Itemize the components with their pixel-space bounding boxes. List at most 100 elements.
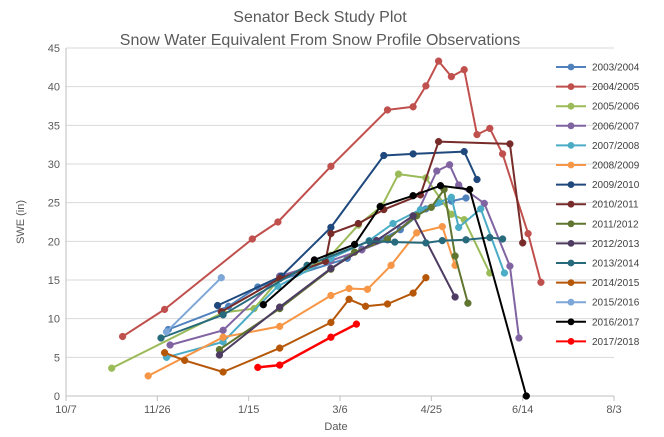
data-point	[345, 284, 353, 293]
series-2016-2017	[259, 182, 530, 400]
data-point	[160, 349, 169, 357]
y-tick-label: 15	[48, 275, 60, 287]
data-point	[537, 278, 545, 286]
legend-item: 2008/2009	[556, 161, 640, 172]
legend-label: 2010/2011	[592, 200, 639, 211]
data-point	[345, 295, 353, 303]
series-line	[160, 236, 503, 339]
legend-label: 2016/2017	[592, 317, 640, 328]
data-point	[327, 333, 335, 341]
data-point	[451, 252, 459, 260]
data-point	[438, 236, 446, 245]
legend-marker	[567, 279, 575, 286]
series-line	[220, 140, 524, 313]
y-tick-label: 30	[48, 159, 60, 171]
legend-marker	[567, 102, 575, 110]
data-point	[462, 236, 470, 244]
legend-item: 2016/2017	[556, 317, 640, 328]
data-point	[409, 289, 417, 297]
data-point	[354, 219, 362, 228]
legend-item: 2017/2018	[556, 337, 640, 348]
legend-label: 2014/2015	[592, 278, 640, 289]
data-point	[276, 361, 284, 369]
data-point	[327, 264, 335, 273]
data-point	[409, 212, 417, 220]
series-2014-2015	[160, 274, 430, 376]
legend-item: 2010/2011	[556, 200, 639, 211]
data-point	[433, 167, 441, 175]
data-point	[274, 218, 282, 226]
data-point	[409, 192, 417, 200]
data-point	[276, 303, 284, 311]
data-point	[181, 356, 189, 365]
legend-item: 2014/2015	[556, 278, 640, 289]
series-line	[218, 214, 456, 356]
data-point	[486, 124, 494, 133]
data-point	[219, 368, 227, 376]
series-line	[262, 184, 528, 397]
data-point	[217, 274, 225, 282]
data-point	[160, 305, 169, 314]
data-point	[506, 140, 514, 148]
legend-marker	[567, 338, 575, 345]
legend-item: 2012/2013	[556, 239, 640, 250]
axes: 0 5 10 15 20 25 30 35 40 45 10/7 11/26 1/15 3/6 4/25 6/…	[48, 43, 622, 416]
data-point	[108, 364, 116, 372]
legend-marker	[567, 63, 575, 71]
y-axis-title: SWE (in)	[15, 200, 27, 244]
x-tick-label: 1/15	[238, 404, 259, 416]
data-point	[464, 299, 472, 307]
data-point	[460, 66, 468, 74]
data-point	[391, 238, 399, 246]
x-tick-label: 4/25	[421, 404, 442, 416]
chart-title: Senator Beck Study Plot	[233, 9, 407, 26]
data-point	[413, 229, 421, 237]
data-point	[427, 203, 435, 211]
data-point	[254, 363, 262, 372]
legend-label: 2009/2010	[592, 180, 640, 191]
legend-label: 2008/2009	[592, 161, 640, 172]
data-point	[219, 326, 227, 334]
legend-item: 2007/2008	[556, 141, 640, 152]
data-point	[455, 223, 463, 232]
legend-marker	[567, 200, 575, 208]
legend-marker	[567, 220, 575, 228]
data-point	[327, 223, 335, 232]
data-point	[352, 320, 361, 328]
data-point	[422, 82, 430, 90]
data-point	[219, 333, 227, 341]
y-tick-label: 20	[48, 236, 60, 248]
series-2012-2013	[215, 212, 459, 359]
legend-marker	[567, 83, 575, 90]
data-point	[259, 301, 267, 309]
x-tick-label: 6/14	[512, 404, 533, 416]
data-point	[361, 302, 370, 310]
legend-marker	[567, 122, 575, 130]
data-point	[350, 240, 359, 249]
data-point	[376, 202, 384, 211]
legend-item: 2006/2007	[556, 121, 640, 132]
data-point	[276, 322, 284, 331]
data-point	[248, 235, 256, 243]
data-point	[445, 161, 454, 169]
data-point	[524, 229, 532, 238]
series-line	[165, 276, 223, 333]
series-line	[257, 322, 357, 369]
legend-marker	[567, 161, 575, 169]
series-group	[108, 57, 545, 400]
legend-item: 2011/2012	[556, 219, 639, 230]
data-point	[422, 239, 430, 247]
y-tick-label: 35	[48, 120, 60, 132]
series-line	[147, 225, 457, 377]
data-point	[276, 344, 284, 352]
legend-marker	[567, 318, 575, 326]
data-point	[434, 137, 443, 146]
data-point	[394, 170, 403, 178]
legend-item: 2003/2004	[556, 63, 640, 74]
legend-label: 2005/2006	[592, 102, 640, 113]
data-point	[327, 318, 335, 327]
y-tick-label: 25	[48, 198, 60, 210]
data-point	[462, 194, 470, 202]
x-tick-label: 10/7	[55, 404, 76, 416]
